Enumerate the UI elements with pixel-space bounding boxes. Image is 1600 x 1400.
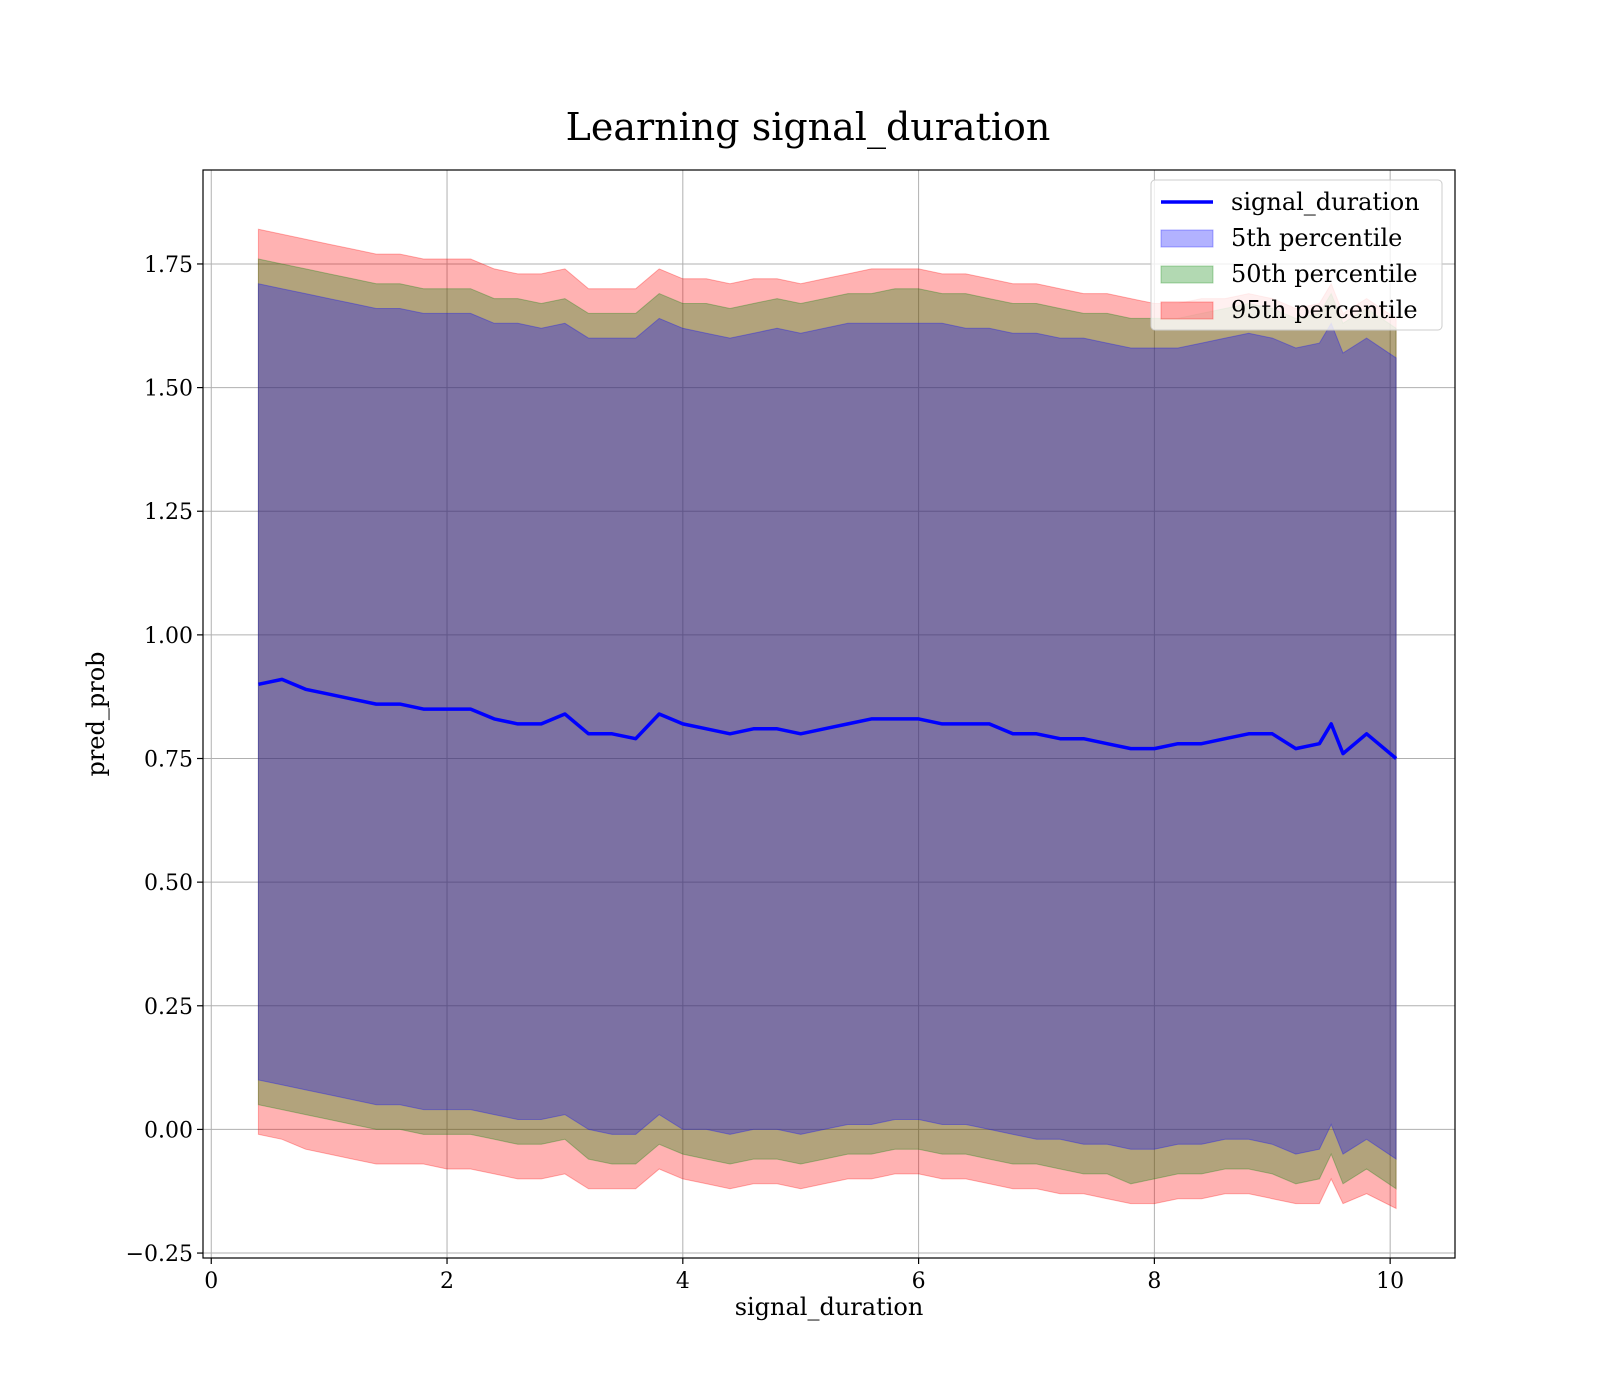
- legend-box: [1150, 179, 1443, 331]
- y-tick-label: 0.00: [144, 1118, 193, 1143]
- x-tick-label: 8: [1147, 1269, 1161, 1294]
- y-tick-label: 1.25: [144, 500, 193, 525]
- x-tick-label: 4: [676, 1269, 690, 1294]
- y-tick-label: 1.75: [144, 253, 193, 278]
- series-line-signal-duration: [258, 677, 1398, 760]
- legend-label: 95th percentile: [1231, 296, 1418, 324]
- legend-label: signal_duration: [1231, 188, 1420, 216]
- x-tick-label: 10: [1376, 1269, 1404, 1294]
- legend-swatch-patch: [1160, 229, 1214, 248]
- legend-swatch-patch: [1160, 265, 1214, 284]
- x-axis-label: signal_duration: [735, 1293, 924, 1321]
- y-tick-label: 0.50: [144, 871, 193, 896]
- legend-label: 50th percentile: [1231, 260, 1418, 288]
- y-tick-label: 0.75: [144, 748, 193, 773]
- band-95th-percentile: [257, 228, 1397, 1210]
- y-axis: −0.25 0.00 0.25 0.50 0.75 1.00 1.25 1.50 1.75: [126, 253, 203, 1267]
- x-tick-label: 0: [204, 1269, 218, 1294]
- x-tick-label: 2: [440, 1269, 454, 1294]
- y-tick-label: −0.25: [126, 1242, 193, 1267]
- y-tick-label: 1.00: [144, 624, 193, 649]
- legend-label: 5th percentile: [1231, 224, 1402, 252]
- band-layer: [257, 228, 1397, 1210]
- x-axis: 0 2 4 6 8 10: [204, 1258, 1404, 1294]
- y-axis-label: pred_prob: [82, 651, 110, 776]
- x-tick-label: 6: [912, 1269, 926, 1294]
- line-layer: [258, 677, 1398, 760]
- band-50th-percentile: [257, 258, 1397, 1190]
- plot-frame: [202, 169, 1456, 1259]
- band-5th-percentile: [257, 283, 1397, 1161]
- legend: signal_duration 5th percentile 50th percen…: [1150, 179, 1443, 331]
- y-tick-label: 1.50: [144, 377, 193, 402]
- y-tick-label: 0.25: [144, 995, 193, 1020]
- chart-title: Learning signal_duration: [566, 105, 1051, 150]
- legend-swatch-patch: [1160, 301, 1214, 320]
- grid-layer: [203, 170, 1455, 1258]
